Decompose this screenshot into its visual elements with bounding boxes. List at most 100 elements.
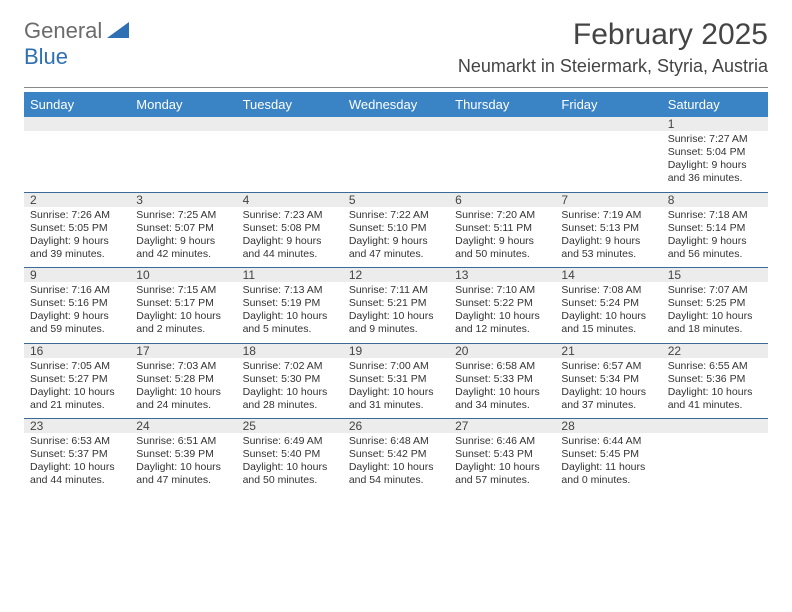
d2-text: and 0 minutes. <box>561 474 655 487</box>
day-number: 3 <box>130 193 236 207</box>
day-cell: Sunrise: 6:57 AMSunset: 5:34 PMDaylight:… <box>555 358 661 419</box>
d2-text: and 5 minutes. <box>243 323 337 336</box>
day-cell: Sunrise: 6:51 AMSunset: 5:39 PMDaylight:… <box>130 433 236 494</box>
weekday-wed: Wednesday <box>343 92 449 117</box>
d1-text: Daylight: 10 hours <box>561 310 655 323</box>
location-subtitle: Neumarkt in Steiermark, Styria, Austria <box>458 56 768 77</box>
day-cell <box>343 131 449 192</box>
day-cell <box>237 131 343 192</box>
week-row: Sunrise: 6:53 AMSunset: 5:37 PMDaylight:… <box>24 433 768 494</box>
weekday-fri: Friday <box>555 92 661 117</box>
sunset-text: Sunset: 5:07 PM <box>136 222 230 235</box>
day-number: 12 <box>343 268 449 282</box>
sunset-text: Sunset: 5:13 PM <box>561 222 655 235</box>
d2-text: and 9 minutes. <box>349 323 443 336</box>
d1-text: Daylight: 10 hours <box>668 310 762 323</box>
day-cell: Sunrise: 6:49 AMSunset: 5:40 PMDaylight:… <box>237 433 343 494</box>
sunrise-text: Sunrise: 7:02 AM <box>243 360 337 373</box>
d2-text: and 34 minutes. <box>455 399 549 412</box>
day-number: 11 <box>237 268 343 282</box>
d1-text: Daylight: 10 hours <box>455 461 549 474</box>
sunrise-text: Sunrise: 7:11 AM <box>349 284 443 297</box>
d1-text: Daylight: 10 hours <box>136 386 230 399</box>
d2-text: and 41 minutes. <box>668 399 762 412</box>
sunrise-text: Sunrise: 6:51 AM <box>136 435 230 448</box>
d1-text: Daylight: 10 hours <box>455 310 549 323</box>
day-cell: Sunrise: 6:55 AMSunset: 5:36 PMDaylight:… <box>662 358 768 419</box>
sunrise-text: Sunrise: 6:49 AM <box>243 435 337 448</box>
day-cell: Sunrise: 7:20 AMSunset: 5:11 PMDaylight:… <box>449 207 555 268</box>
sunset-text: Sunset: 5:39 PM <box>136 448 230 461</box>
day-cell <box>130 131 236 192</box>
sunrise-text: Sunrise: 6:58 AM <box>455 360 549 373</box>
day-cell: Sunrise: 7:03 AMSunset: 5:28 PMDaylight:… <box>130 358 236 419</box>
d1-text: Daylight: 11 hours <box>561 461 655 474</box>
d2-text: and 18 minutes. <box>668 323 762 336</box>
sunrise-text: Sunrise: 6:44 AM <box>561 435 655 448</box>
day-cell: Sunrise: 7:11 AMSunset: 5:21 PMDaylight:… <box>343 282 449 343</box>
day-number: 4 <box>237 193 343 207</box>
day-number: 27 <box>449 419 555 433</box>
calendar-grid: 1 Sunrise: 7:27 AMSunset: 5:04 PMDayligh… <box>24 117 768 494</box>
weekday-mon: Monday <box>130 92 236 117</box>
day-number: 2 <box>24 193 130 207</box>
sunrise-text: Sunrise: 6:48 AM <box>349 435 443 448</box>
sunset-text: Sunset: 5:24 PM <box>561 297 655 310</box>
day-number: 6 <box>449 193 555 207</box>
sunrise-text: Sunrise: 6:55 AM <box>668 360 762 373</box>
d2-text: and 44 minutes. <box>243 248 337 261</box>
day-cell: Sunrise: 7:18 AMSunset: 5:14 PMDaylight:… <box>662 207 768 268</box>
sunset-text: Sunset: 5:11 PM <box>455 222 549 235</box>
sunrise-text: Sunrise: 7:05 AM <box>30 360 124 373</box>
day-number: 16 <box>24 344 130 358</box>
day-cell: Sunrise: 7:13 AMSunset: 5:19 PMDaylight:… <box>237 282 343 343</box>
day-cell: Sunrise: 7:22 AMSunset: 5:10 PMDaylight:… <box>343 207 449 268</box>
sunset-text: Sunset: 5:17 PM <box>136 297 230 310</box>
day-number-row: 2345678 <box>24 193 768 207</box>
d2-text: and 12 minutes. <box>455 323 549 336</box>
day-cell: Sunrise: 7:27 AMSunset: 5:04 PMDaylight:… <box>662 131 768 192</box>
d2-text: and 47 minutes. <box>349 248 443 261</box>
day-number: 8 <box>662 193 768 207</box>
d2-text: and 42 minutes. <box>136 248 230 261</box>
day-number <box>237 117 343 131</box>
d1-text: Daylight: 10 hours <box>243 461 337 474</box>
d1-text: Daylight: 10 hours <box>243 386 337 399</box>
d2-text: and 47 minutes. <box>136 474 230 487</box>
day-number: 7 <box>555 193 661 207</box>
sunset-text: Sunset: 5:28 PM <box>136 373 230 386</box>
day-number: 18 <box>237 344 343 358</box>
d2-text: and 28 minutes. <box>243 399 337 412</box>
sunrise-text: Sunrise: 7:16 AM <box>30 284 124 297</box>
d2-text: and 2 minutes. <box>136 323 230 336</box>
sunset-text: Sunset: 5:27 PM <box>30 373 124 386</box>
sunset-text: Sunset: 5:22 PM <box>455 297 549 310</box>
d2-text: and 39 minutes. <box>30 248 124 261</box>
d1-text: Daylight: 10 hours <box>136 310 230 323</box>
sunrise-text: Sunrise: 7:07 AM <box>668 284 762 297</box>
sunrise-text: Sunrise: 7:27 AM <box>668 133 762 146</box>
sunrise-text: Sunrise: 7:23 AM <box>243 209 337 222</box>
sunset-text: Sunset: 5:14 PM <box>668 222 762 235</box>
day-number: 22 <box>662 344 768 358</box>
d2-text: and 50 minutes. <box>243 474 337 487</box>
day-cell: Sunrise: 7:19 AMSunset: 5:13 PMDaylight:… <box>555 207 661 268</box>
day-number: 25 <box>237 419 343 433</box>
day-cell <box>24 131 130 192</box>
day-number-row: 16171819202122 <box>24 344 768 358</box>
sunrise-text: Sunrise: 7:10 AM <box>455 284 549 297</box>
sunset-text: Sunset: 5:43 PM <box>455 448 549 461</box>
sunset-text: Sunset: 5:34 PM <box>561 373 655 386</box>
sunrise-text: Sunrise: 7:13 AM <box>243 284 337 297</box>
sunset-text: Sunset: 5:21 PM <box>349 297 443 310</box>
day-number-row: 1 <box>24 117 768 131</box>
day-cell: Sunrise: 6:58 AMSunset: 5:33 PMDaylight:… <box>449 358 555 419</box>
sunset-text: Sunset: 5:16 PM <box>30 297 124 310</box>
day-cell: Sunrise: 7:00 AMSunset: 5:31 PMDaylight:… <box>343 358 449 419</box>
day-cell: Sunrise: 7:23 AMSunset: 5:08 PMDaylight:… <box>237 207 343 268</box>
page-title: February 2025 <box>458 18 768 52</box>
d2-text: and 15 minutes. <box>561 323 655 336</box>
day-number: 24 <box>130 419 236 433</box>
day-cell: Sunrise: 7:25 AMSunset: 5:07 PMDaylight:… <box>130 207 236 268</box>
logo-part2: Blue <box>24 44 68 69</box>
